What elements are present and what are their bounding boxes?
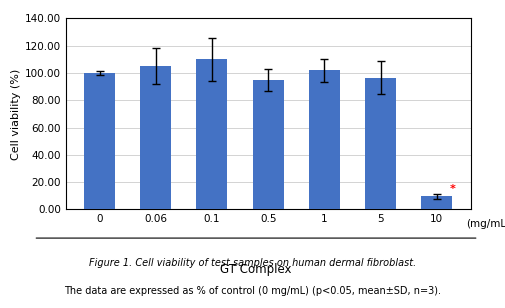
Bar: [84, 73, 115, 209]
Text: Figure 1. Cell viability of test samples on human dermal fibroblast.: Figure 1. Cell viability of test samples…: [89, 258, 416, 268]
Text: *: *: [449, 184, 454, 194]
Bar: [196, 59, 227, 209]
Text: The data are expressed as % of control (0 mg/mL) (p<0.05, mean±SD, n=3).: The data are expressed as % of control (…: [64, 286, 441, 296]
Y-axis label: Cell viability (%): Cell viability (%): [11, 68, 21, 160]
Text: (mg/mL): (mg/mL): [465, 219, 505, 229]
Bar: [140, 66, 171, 209]
Bar: [252, 80, 283, 209]
Bar: [421, 197, 451, 209]
Bar: [365, 78, 395, 209]
Bar: [309, 70, 339, 209]
Text: GT Complex: GT Complex: [220, 263, 291, 276]
